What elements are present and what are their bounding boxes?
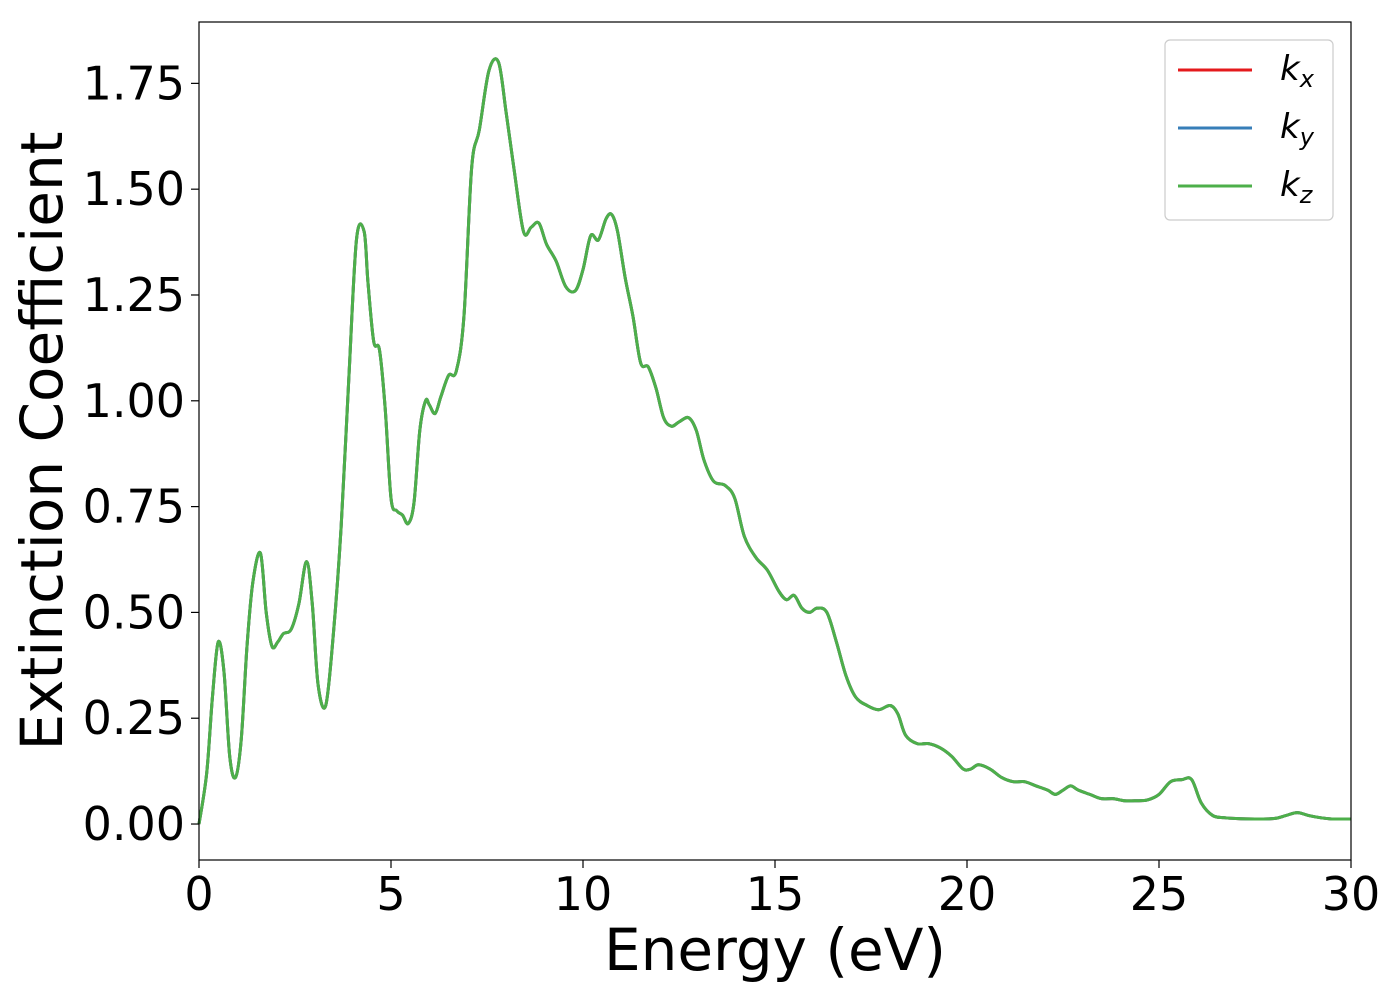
y-tick-label: 0.00: [83, 797, 185, 851]
legend: kx ky kz: [1164, 39, 1334, 221]
y-tick-label: 0.25: [83, 691, 185, 745]
legend-label-kz: kz: [1280, 165, 1314, 209]
y-tick-label: 0.75: [83, 480, 185, 534]
y-tick-label: 1.75: [83, 56, 185, 110]
y-tick-label: 1.50: [83, 162, 185, 216]
x-tick-label: 0: [184, 867, 213, 921]
x-tick-label: 20: [938, 867, 997, 921]
x-tick-label: 15: [746, 867, 805, 921]
x-tick-label: 30: [1322, 867, 1381, 921]
x-tick-label: 25: [1130, 867, 1189, 921]
legend-box: [1164, 39, 1334, 221]
y-tick-label: 0.50: [83, 585, 185, 639]
legend-label-ky: ky: [1280, 107, 1315, 151]
series-line-kz: [197, 57, 1352, 825]
y-tick-label: 1.00: [83, 374, 185, 428]
legend-label-kx: kx: [1280, 49, 1315, 93]
y-tick-label: 1.25: [83, 268, 185, 322]
x-axis-label: Energy (eV): [604, 916, 946, 984]
x-axis-ticks: 0 5 10 15 20 25 30: [184, 860, 1380, 921]
y-axis-ticks: 0.00 0.25 0.50 0.75 1.00 1.25 1.50 1.75: [83, 56, 199, 851]
x-tick-label: 10: [554, 867, 613, 921]
plot-lines: [197, 57, 1352, 825]
y-axis-label: Extinction Coefficient: [8, 132, 76, 751]
x-tick-label: 5: [376, 867, 405, 921]
